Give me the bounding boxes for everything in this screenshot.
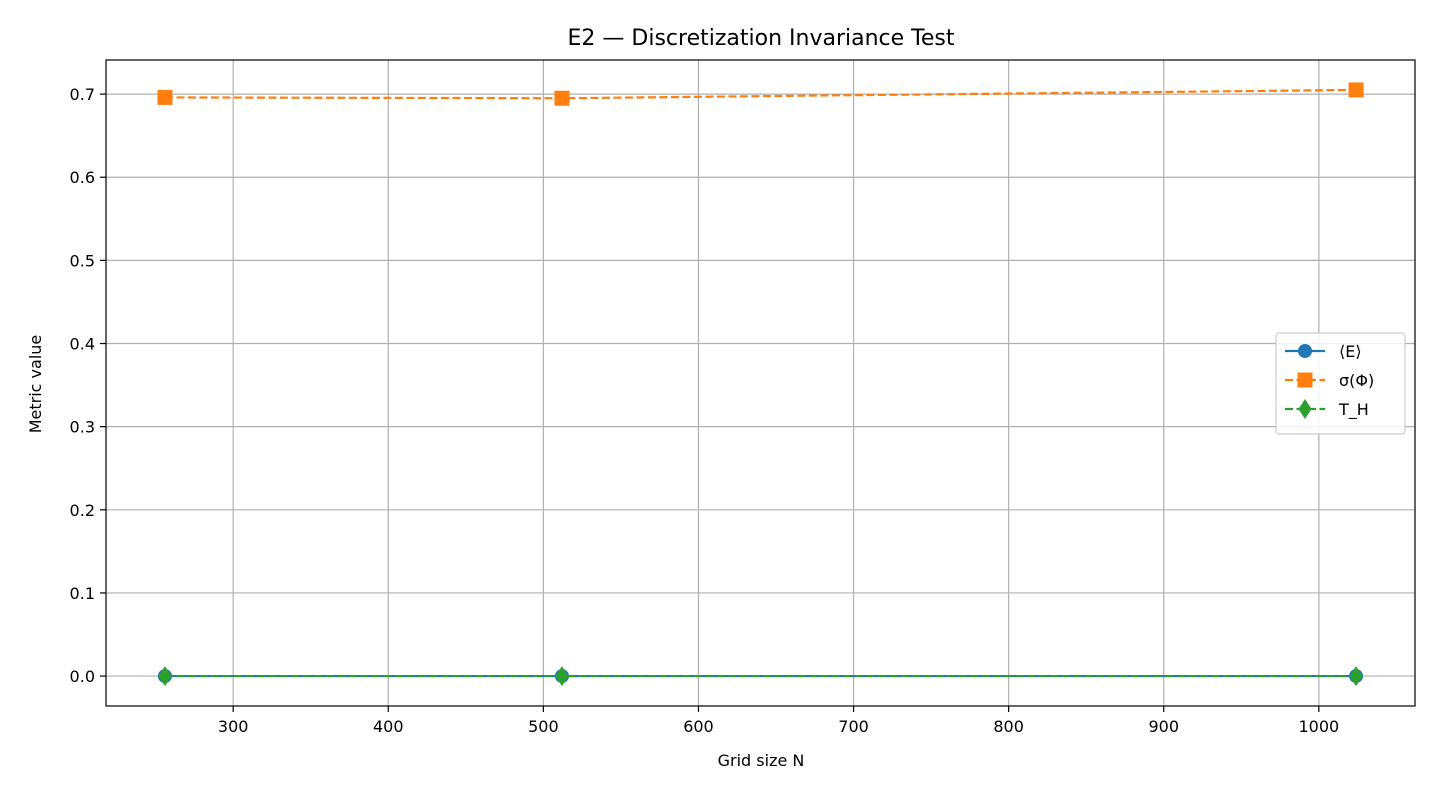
x-tick-label: 900 <box>1148 717 1179 736</box>
chart-title: E2 — Discretization Invariance Test <box>568 26 955 51</box>
x-axis-label: Grid size N <box>718 751 805 770</box>
y-tick-label: 0.5 <box>70 251 95 270</box>
x-tick-label: 1000 <box>1298 717 1339 736</box>
legend-marker <box>1298 344 1312 358</box>
grid <box>106 60 1415 706</box>
plot-frame <box>105 59 1416 707</box>
data-point <box>1349 666 1363 687</box>
x-tick-label: 800 <box>993 717 1024 736</box>
legend-marker <box>1298 399 1312 419</box>
y-tick-label: 0.2 <box>70 501 95 520</box>
legend-label: T_H <box>1338 400 1369 420</box>
x-tick-label: 300 <box>218 717 249 736</box>
legend-label: ⟨E⟩ <box>1339 342 1362 361</box>
data-point <box>1348 82 1364 98</box>
y-axis-label: Metric value <box>26 335 45 434</box>
legend-entry: ⟨E⟩ <box>1285 342 1362 361</box>
legend-entry: T_H <box>1285 399 1369 420</box>
data-point <box>157 89 173 105</box>
series-layer <box>157 82 1364 687</box>
y-tick-label: 0.6 <box>70 168 95 187</box>
y-tick-label: 0.1 <box>70 584 95 603</box>
y-tick-label: 0.0 <box>70 667 95 686</box>
x-tick-label: 500 <box>528 717 559 736</box>
y-tick-label: 0.4 <box>70 335 95 354</box>
data-point <box>158 666 172 687</box>
x-tick-label: 700 <box>838 717 869 736</box>
series-1 <box>157 82 1364 106</box>
legend: ⟨E⟩ σ(Φ) T_H <box>1275 332 1406 435</box>
series-2 <box>158 666 1363 687</box>
x-tick-label: 600 <box>683 717 714 736</box>
data-point <box>555 666 569 687</box>
legend-entry: σ(Φ) <box>1285 371 1374 390</box>
data-point <box>554 90 570 106</box>
y-tick-label: 0.7 <box>70 85 95 104</box>
x-tick-label: 400 <box>373 717 404 736</box>
legend-marker <box>1297 372 1313 388</box>
legend-label: σ(Φ) <box>1339 371 1374 390</box>
y-tick-label: 0.3 <box>70 418 95 437</box>
ticks: 300 400 500 600 700 800 900 1000 0.0 0.1 0.2 0.3 0.4… <box>70 85 1340 736</box>
